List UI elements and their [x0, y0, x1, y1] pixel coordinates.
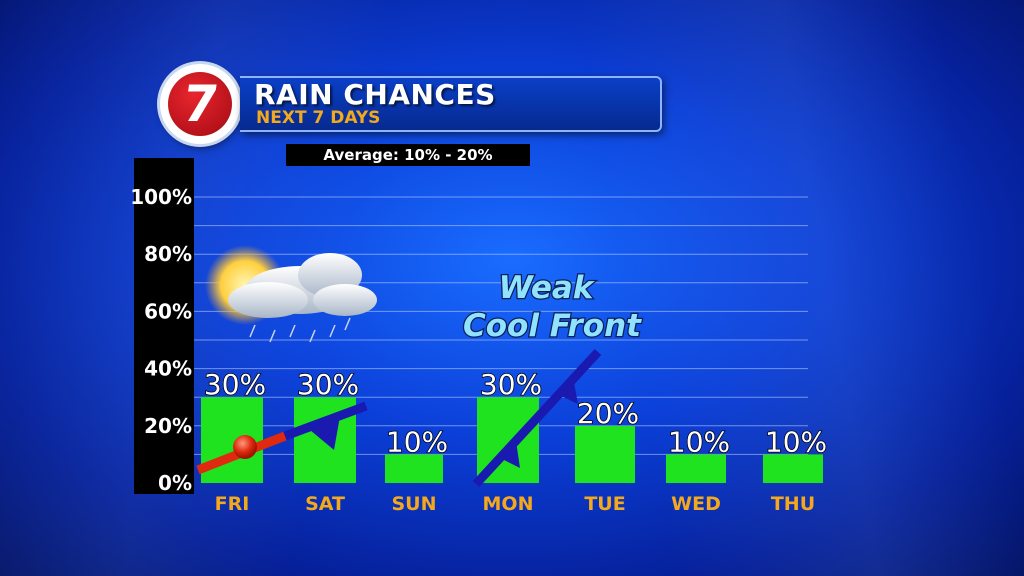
value-labels: 30% 30% 10% 30% 20% 10% 10% [203, 367, 828, 459]
partly-cloudy-icon [205, 245, 377, 343]
cold-front-triangle [557, 377, 578, 404]
bar-value-label: 30% [480, 368, 542, 401]
station-logo: 7 [160, 64, 240, 144]
day-label: SAT [305, 493, 345, 515]
y-tick-label: 20% [144, 414, 192, 438]
y-tick-label: 60% [144, 299, 192, 323]
title-bar: RAIN CHANCES NEXT 7 DAYS [240, 76, 662, 132]
x-axis-tick-labels: FRI SAT SUN MON TUE WED THU [215, 493, 815, 515]
bar-value-label: 10% [668, 425, 730, 458]
day-label: WED [671, 493, 721, 515]
bar [763, 454, 823, 483]
day-label: MON [483, 493, 534, 515]
chart-title: RAIN CHANCES [254, 78, 496, 111]
bar-value-label: 10% [765, 425, 827, 458]
day-label: SUN [391, 493, 436, 515]
y-tick-label: 80% [144, 242, 192, 266]
bar-value-label: 30% [204, 368, 266, 401]
day-label: THU [771, 493, 815, 515]
bar [385, 454, 443, 483]
cold-front-triangle [310, 416, 340, 450]
front-line [196, 348, 602, 488]
bar [666, 454, 726, 483]
y-axis-tick-labels: 0% 20% 40% 60% 80% 100% [130, 185, 192, 495]
warm-front-icon [233, 435, 257, 459]
y-tick-label: 100% [130, 185, 192, 209]
y-axis-panel [134, 158, 194, 494]
stationary-front-segment [283, 401, 368, 441]
bar-value-label: 30% [297, 368, 359, 401]
day-label: TUE [584, 493, 625, 515]
y-tick-label: 0% [158, 471, 192, 495]
front-label-line1: Weak [499, 270, 596, 306]
day-label: FRI [215, 493, 250, 515]
average-label: Average: 10% - 20% [286, 144, 530, 166]
chart-subtitle: NEXT 7 DAYS [256, 108, 381, 128]
bar-value-label: 20% [577, 397, 639, 430]
bar-value-label: 10% [386, 425, 448, 458]
cold-front-segment [472, 348, 602, 488]
cold-front-triangle [500, 441, 520, 468]
bars [201, 397, 823, 483]
y-tick-label: 40% [144, 357, 192, 381]
bar [575, 425, 635, 483]
logo-badge: 7 [168, 72, 232, 136]
front-label-line2: Cool Front [463, 308, 642, 344]
